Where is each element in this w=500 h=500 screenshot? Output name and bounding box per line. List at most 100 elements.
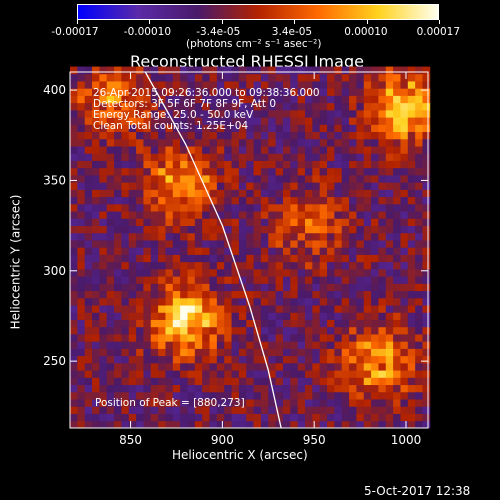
heatmap-cell bbox=[371, 167, 379, 176]
heatmap-cell bbox=[319, 66, 328, 75]
heatmap-cell bbox=[268, 146, 277, 154]
heatmap-cell bbox=[99, 268, 108, 277]
heatmap-cell bbox=[114, 399, 122, 407]
heatmap-cell bbox=[106, 175, 115, 183]
heatmap-cell bbox=[216, 81, 225, 89]
heatmap-cell bbox=[253, 73, 262, 82]
heatmap-cell bbox=[231, 268, 240, 277]
heatmap-cell bbox=[114, 218, 122, 227]
heatmap-cell bbox=[70, 160, 78, 169]
heatmap-cell bbox=[341, 348, 350, 357]
heatmap-cell bbox=[393, 399, 401, 407]
heatmap-cell bbox=[319, 355, 328, 364]
heatmap-cell bbox=[194, 211, 203, 219]
heatmap-cell bbox=[238, 319, 247, 328]
heatmap-cell bbox=[165, 153, 174, 161]
heatmap-cell bbox=[407, 305, 416, 313]
heatmap-cell bbox=[194, 167, 203, 176]
heatmap-cell bbox=[422, 348, 431, 357]
heatmap-cell bbox=[216, 326, 225, 335]
heatmap-cell bbox=[378, 160, 387, 169]
heatmap-cell bbox=[202, 420, 210, 429]
heatmap-cell bbox=[363, 268, 372, 277]
heatmap-cell bbox=[84, 160, 93, 169]
heatmap-cell bbox=[356, 413, 365, 422]
heatmap-cell bbox=[106, 341, 115, 349]
heatmap-cell bbox=[114, 247, 122, 255]
heatmap-cell bbox=[180, 203, 188, 212]
heatmap-cell bbox=[106, 109, 115, 118]
heatmap-cell bbox=[128, 341, 137, 349]
heatmap-cell bbox=[238, 334, 247, 342]
heatmap-cell bbox=[187, 131, 196, 140]
heatmap-cell bbox=[268, 225, 277, 234]
heatmap-cell bbox=[327, 370, 335, 378]
heatmap-cell bbox=[209, 399, 218, 407]
heatmap-cell bbox=[349, 138, 357, 147]
heatmap-cell bbox=[121, 268, 130, 277]
heatmap-cell bbox=[260, 88, 269, 96]
heatmap-cell bbox=[172, 211, 181, 219]
heatmap-cell bbox=[231, 160, 240, 169]
heatmap-cell bbox=[319, 377, 328, 386]
heatmap-cell bbox=[378, 124, 387, 133]
heatmap-cell bbox=[216, 391, 225, 400]
heatmap-cell bbox=[84, 73, 93, 82]
heatmap-cell bbox=[187, 138, 196, 147]
heatmap-cell bbox=[385, 175, 394, 183]
heatmap-cell bbox=[70, 225, 78, 234]
heatmap-cell bbox=[165, 305, 174, 313]
heatmap-cell bbox=[150, 88, 159, 96]
heatmap-cell bbox=[231, 117, 240, 125]
heatmap-cell bbox=[297, 102, 306, 111]
heatmap-cell bbox=[209, 290, 218, 299]
heatmap-cell bbox=[158, 102, 166, 111]
heatmap-cell bbox=[99, 283, 108, 292]
heatmap-cell bbox=[290, 341, 299, 349]
heatmap-cell bbox=[260, 102, 269, 111]
heatmap-cell bbox=[150, 355, 159, 364]
heatmap-cell bbox=[282, 131, 291, 140]
heatmap-cell bbox=[150, 138, 159, 147]
heatmap-cell bbox=[282, 182, 291, 190]
heatmap-cell bbox=[341, 146, 350, 154]
heatmap-cell bbox=[150, 399, 159, 407]
heatmap-cell bbox=[253, 283, 262, 292]
heatmap-cell bbox=[202, 88, 210, 96]
heatmap-cell bbox=[334, 211, 343, 219]
heatmap-cell bbox=[180, 81, 188, 89]
heatmap-cell bbox=[312, 203, 321, 212]
heatmap-cell bbox=[282, 73, 291, 82]
heatmap-cell bbox=[385, 334, 394, 342]
heatmap-cell bbox=[334, 102, 343, 111]
heatmap-cell bbox=[84, 370, 93, 378]
heatmap-cell bbox=[282, 81, 291, 89]
heatmap-cell bbox=[180, 283, 188, 292]
heatmap-cell bbox=[172, 146, 181, 154]
heatmap-cell bbox=[150, 167, 159, 176]
heatmap-cell bbox=[202, 326, 210, 335]
heatmap-cell bbox=[297, 391, 306, 400]
heatmap-cell bbox=[231, 102, 240, 111]
heatmap-cell bbox=[312, 254, 321, 263]
heatmap-cell bbox=[150, 95, 159, 104]
heatmap-cell bbox=[84, 305, 93, 313]
x-axis-label: Heliocentric X (arcsec) bbox=[172, 448, 308, 462]
heatmap-cell bbox=[92, 420, 100, 429]
heatmap-cell bbox=[297, 348, 306, 357]
heatmap-cell bbox=[202, 319, 210, 328]
heatmap-cell bbox=[393, 420, 401, 429]
heatmap-cell bbox=[297, 240, 306, 248]
heatmap-cell bbox=[209, 175, 218, 183]
heatmap-cell bbox=[275, 341, 284, 349]
heatmap-cell bbox=[304, 146, 313, 154]
heatmap-cell bbox=[99, 189, 108, 198]
heatmap-cell bbox=[202, 348, 210, 357]
heatmap-cell bbox=[304, 247, 313, 255]
heatmap-cell bbox=[136, 406, 144, 414]
heatmap-cell bbox=[363, 225, 372, 234]
heatmap-cell bbox=[290, 406, 299, 414]
heatmap-cell bbox=[363, 399, 372, 407]
heatmap-cell bbox=[180, 240, 188, 248]
heatmap-cell bbox=[209, 131, 218, 140]
